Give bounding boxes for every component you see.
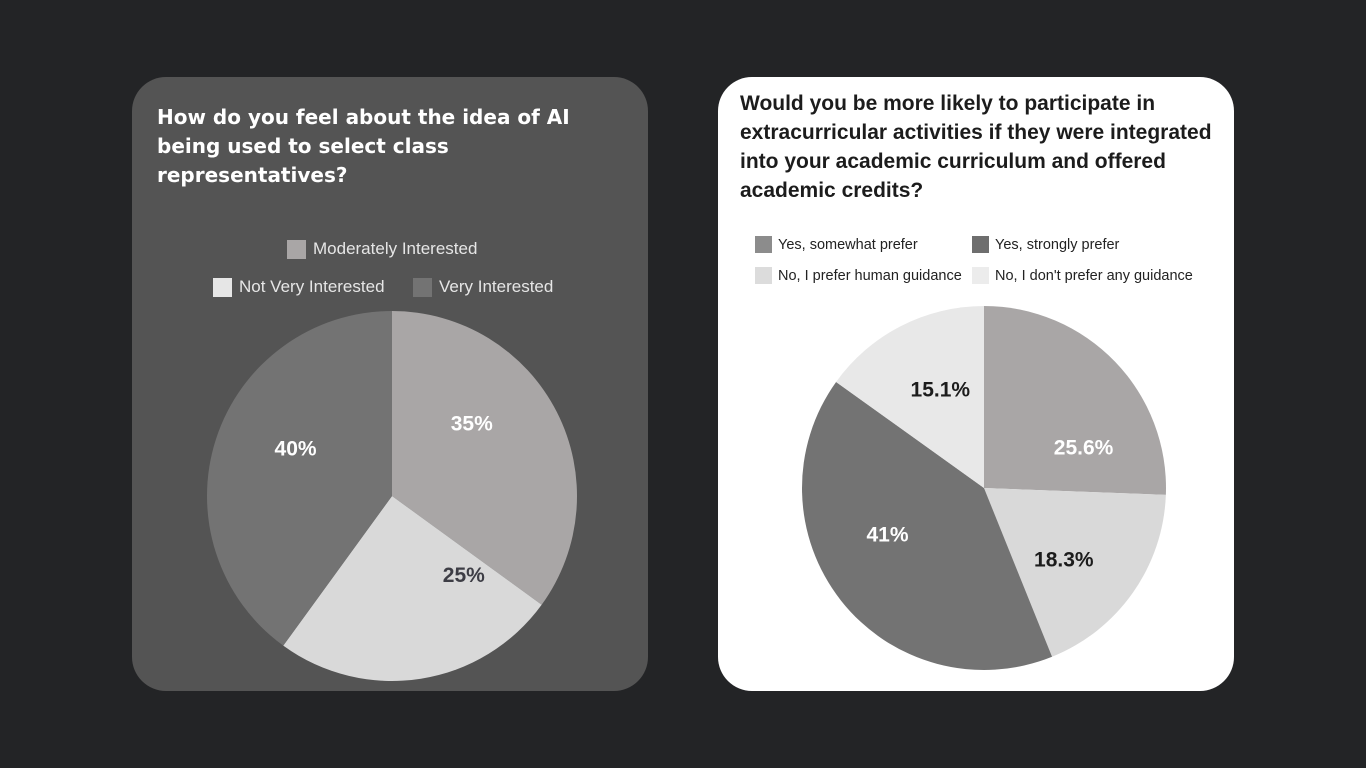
legend-item-very-interested: Very Interested [413, 277, 553, 297]
legend-swatch-moderately-interested [287, 239, 306, 259]
pie-chart-extracurricular-credits: 25.6% 18.3% 41% 15.1% [801, 306, 1166, 671]
legend-swatch-not-very-interested [213, 277, 232, 297]
legend-item-yes-somewhat-prefer: Yes, somewhat prefer [755, 236, 918, 253]
legend-item-no-any-guidance: No, I don't prefer any guidance [972, 267, 1193, 284]
legend-swatch-yes-somewhat-prefer [755, 236, 772, 253]
slice-label-yes-strongly-prefer: 41% [866, 524, 908, 547]
pie-slice-no-i-don-t-prefer-any-guidance [836, 306, 984, 488]
legend-item-not-very-interested: Not Very Interested [213, 277, 385, 297]
chart-card-ai-class-representatives: How do you feel about the idea of AI bei… [132, 77, 648, 691]
chart-title: How do you feel about the idea of AI bei… [157, 105, 570, 187]
pie-slice-yes-strongly-prefer [801, 381, 1053, 671]
chart-card-extracurricular-credits: Would you be more likely to participate … [718, 77, 1234, 691]
pie-slice-moderately-interested [392, 311, 577, 605]
slice-label-yes-somewhat-prefer: 25.6% [1054, 436, 1114, 459]
pie-slice-not-very-interested [283, 496, 542, 681]
chart-title: Would you be more likely to participate … [740, 92, 1212, 202]
legend-label-moderately-interested: Moderately Interested [313, 239, 478, 258]
legend-item-yes-strongly-prefer: Yes, strongly prefer [972, 236, 1119, 253]
slice-label-very-interested: 40% [275, 437, 317, 460]
legend-label-no-human-guidance: No, I prefer human guidance [778, 267, 962, 284]
slice-label-no-i-don-t-prefer-any-guidance: 15.1% [911, 378, 971, 401]
legend-label-yes-strongly-prefer: Yes, strongly prefer [995, 236, 1120, 253]
pie-slice-very-interested [206, 311, 392, 646]
legend-item-no-human-guidance: No, I prefer human guidance [755, 267, 962, 284]
slice-label-no-i-prefer-human-guidance: 18.3% [1034, 548, 1094, 571]
legend-swatch-no-any-guidance [972, 267, 989, 284]
legend-swatch-yes-strongly-prefer [972, 236, 989, 253]
slice-label-not-very-interested: 25% [443, 564, 485, 587]
pie-slice-no-i-prefer-human-guidance [984, 488, 1166, 657]
legend-swatch-no-human-guidance [755, 267, 772, 284]
pie-slice-yes-somewhat-prefer [984, 306, 1166, 495]
legend-label-not-very-interested: Not Very Interested [239, 277, 385, 296]
pie-chart-ai-class-representatives: 35% 25% 40% [206, 311, 577, 681]
legend-item-moderately-interested: Moderately Interested [287, 239, 477, 259]
slice-label-moderately-interested: 35% [451, 413, 493, 436]
legend-label-yes-somewhat-prefer: Yes, somewhat prefer [778, 236, 918, 253]
legend-label-very-interested: Very Interested [439, 277, 554, 296]
legend-label-no-any-guidance: No, I don't prefer any guidance [995, 267, 1193, 284]
legend-swatch-very-interested [413, 277, 432, 297]
